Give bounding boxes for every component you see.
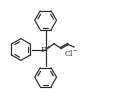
Text: Cl$^{-}$: Cl$^{-}$	[63, 48, 78, 58]
Text: P$^{+}$: P$^{+}$	[40, 43, 52, 55]
